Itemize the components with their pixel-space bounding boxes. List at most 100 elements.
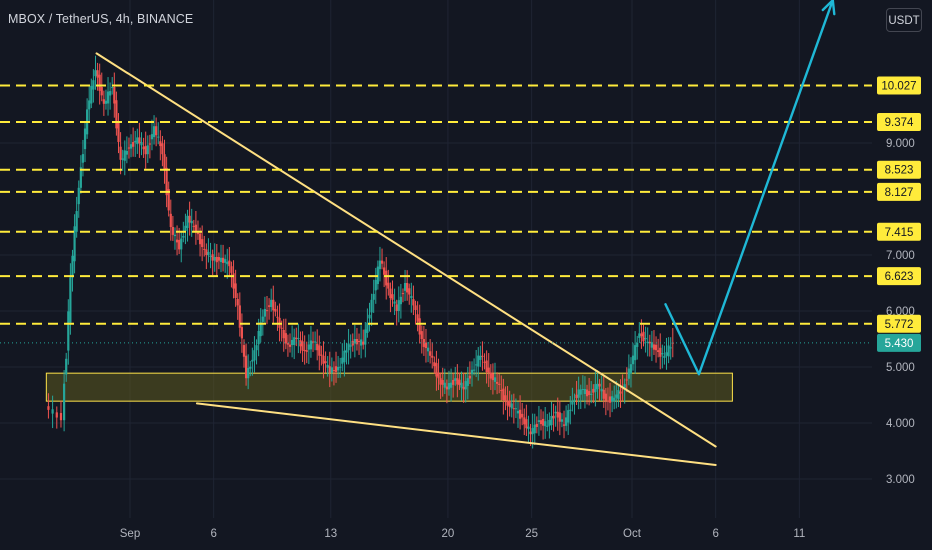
candle-body xyxy=(571,400,574,405)
level-badge: 5.772 xyxy=(885,319,914,331)
candle-body xyxy=(498,383,501,385)
candle-body xyxy=(65,358,68,375)
candle-body xyxy=(387,282,390,289)
candle-body xyxy=(493,377,497,382)
candle-body xyxy=(462,386,465,390)
candle-body xyxy=(611,396,614,402)
candle-body xyxy=(391,294,394,300)
candle-body xyxy=(201,239,204,248)
candle-body xyxy=(508,400,511,407)
candle-body xyxy=(640,333,643,337)
candle-body xyxy=(171,227,174,235)
candle-body xyxy=(305,350,308,352)
candle-body xyxy=(138,137,141,144)
candle-body xyxy=(339,366,342,368)
candle-body xyxy=(516,410,520,414)
candle-body xyxy=(81,154,85,163)
candle-body xyxy=(556,411,559,418)
y-tick-label: 9.000 xyxy=(886,138,915,150)
currency-button[interactable]: USDT xyxy=(886,8,922,32)
candle-body xyxy=(205,249,208,255)
candle-body xyxy=(502,388,505,400)
candle-body xyxy=(253,350,256,361)
candle-body xyxy=(525,419,528,429)
candle-body xyxy=(581,388,584,390)
level-badge: 7.415 xyxy=(885,227,914,239)
candle-body xyxy=(117,123,120,142)
candle-body xyxy=(527,426,530,430)
candle-body xyxy=(642,331,645,342)
candle-body xyxy=(629,364,633,374)
candle-body xyxy=(650,342,653,348)
candle-body xyxy=(349,345,352,347)
candle-body xyxy=(347,343,350,351)
candle-body xyxy=(360,339,363,346)
candle-body xyxy=(318,345,321,356)
candle-body xyxy=(109,91,112,96)
candle-body xyxy=(657,350,660,353)
x-tick-label: 25 xyxy=(525,528,538,540)
candle-body xyxy=(322,355,325,364)
level-badge: 9.374 xyxy=(885,117,914,129)
candle-body xyxy=(573,399,576,401)
candle-body xyxy=(466,378,469,386)
candle-body xyxy=(410,295,413,299)
candle-body xyxy=(73,226,76,262)
candle-body xyxy=(424,342,428,349)
candle-body xyxy=(464,381,467,390)
candle-body xyxy=(550,416,553,426)
candle-body xyxy=(270,299,273,308)
candle-body xyxy=(332,370,336,372)
projection-path xyxy=(664,0,836,376)
chart-title: MBOX / TetherUS, 4h, BINANCE xyxy=(8,12,194,26)
candle-body xyxy=(531,428,534,435)
projection-line xyxy=(664,0,834,376)
candle-body xyxy=(249,366,252,369)
candle-body xyxy=(182,235,185,238)
candle-body xyxy=(152,126,156,138)
candle-body xyxy=(518,409,522,419)
candle-body xyxy=(523,417,526,425)
level-badge: 8.523 xyxy=(885,165,914,177)
candle-body xyxy=(314,341,317,343)
candle-body xyxy=(383,267,386,275)
candle-body xyxy=(429,351,432,356)
candle-body xyxy=(173,234,177,237)
candle-body xyxy=(443,382,446,388)
candle-body xyxy=(357,341,361,343)
candle-body xyxy=(251,359,254,362)
candle-body xyxy=(63,383,66,421)
candle-body xyxy=(261,316,264,322)
current-price-badge-bg xyxy=(877,333,921,352)
candle-body xyxy=(441,380,444,385)
candle-body xyxy=(267,305,271,307)
y-tick-label: 5.000 xyxy=(886,362,915,374)
candle-body xyxy=(341,357,344,364)
x-tick-label: 20 xyxy=(442,528,455,540)
candle-body xyxy=(669,347,672,349)
candle-body xyxy=(184,225,187,232)
level-badge: 10.027 xyxy=(881,80,916,92)
candle-body xyxy=(500,390,503,392)
candle-body xyxy=(667,345,670,357)
candle-body xyxy=(234,283,237,298)
candle-body xyxy=(67,311,70,351)
candle-body xyxy=(479,355,482,360)
trendline xyxy=(95,52,717,448)
candle-body xyxy=(230,266,233,273)
candle-body xyxy=(652,344,656,350)
candle-body xyxy=(121,158,124,160)
candle-body xyxy=(487,367,490,373)
level-badge-bg xyxy=(877,314,921,333)
candle-body xyxy=(483,361,486,363)
candle-body xyxy=(257,330,260,345)
candle-body xyxy=(475,364,478,366)
candle-body xyxy=(489,372,492,379)
candle-body xyxy=(399,296,402,305)
candle-body xyxy=(470,369,474,375)
candle-body xyxy=(370,299,373,313)
candle-body xyxy=(533,424,536,434)
candle-body xyxy=(445,386,448,390)
